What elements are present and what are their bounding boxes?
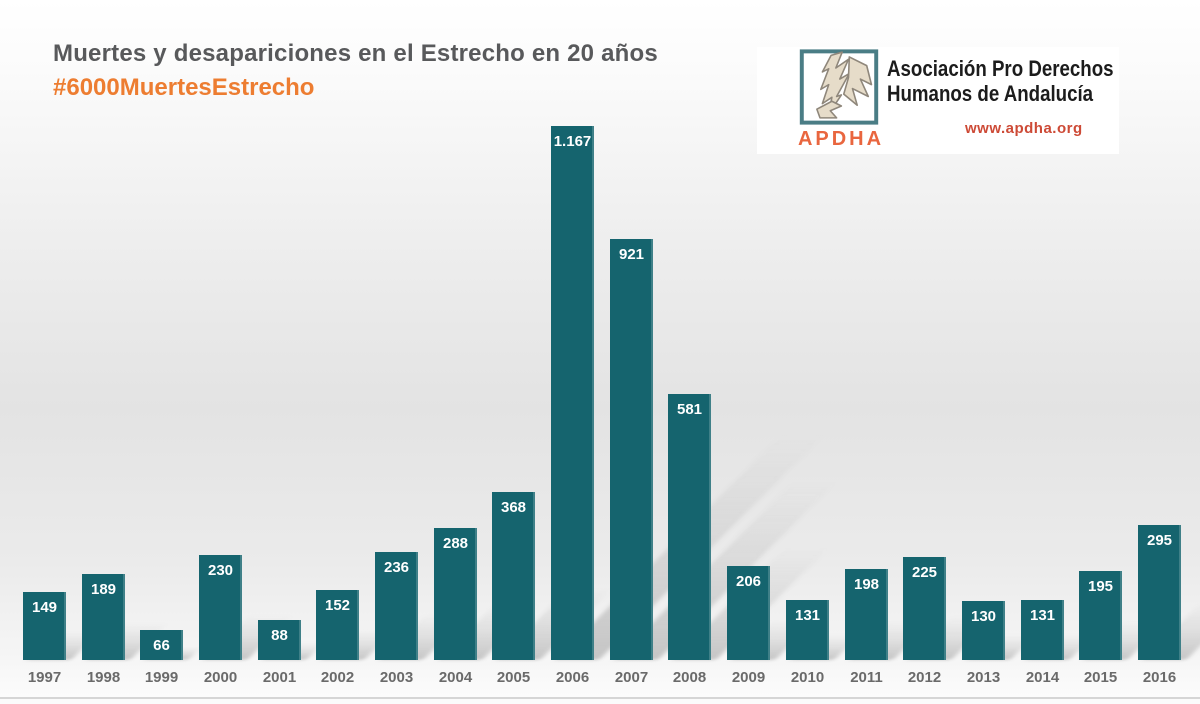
bar-value-label: 921 <box>618 246 645 263</box>
bar-1997: 149 <box>23 592 66 660</box>
x-axis-label: 2004 <box>438 669 473 686</box>
apdha-website: www.apdha.org <box>965 120 1083 137</box>
apdha-hand-logo-icon <box>799 49 879 125</box>
chart-hashtag: #6000MuertesEstrecho <box>53 74 315 101</box>
apdha-logo-left: APDHA <box>757 47 887 154</box>
x-axis-label: 1999 <box>144 669 179 686</box>
apdha-acronym: APDHA <box>797 128 885 150</box>
x-axis-label: 2013 <box>966 669 1001 686</box>
bar-1998: 189 <box>82 574 125 660</box>
bar-value-label: 131 <box>1029 607 1056 624</box>
bar-value-label: 131 <box>794 607 821 624</box>
x-axis-label: 2006 <box>555 669 590 686</box>
bar-2015: 195 <box>1079 571 1122 660</box>
x-axis-label: 2007 <box>614 669 649 686</box>
bar-value-label: 189 <box>90 581 117 598</box>
bar-value-label: 198 <box>853 576 880 593</box>
x-axis-label: 2009 <box>731 669 766 686</box>
bar-value-label: 88 <box>271 627 288 644</box>
bar-2008: 581 <box>668 394 711 660</box>
bar-value-label: 1.167 <box>553 133 592 150</box>
bar-1999: 66 <box>140 630 183 660</box>
x-axis-label: 1997 <box>27 669 62 686</box>
apdha-logo-text: Asociación Pro Derechos Humanos de Andal… <box>887 47 1119 154</box>
x-axis-label: 2015 <box>1083 669 1118 686</box>
org-name-line1: Asociación Pro Derechos <box>887 56 1114 81</box>
bar-2010: 131 <box>786 600 829 660</box>
bar-2004: 288 <box>434 528 477 660</box>
bar-2003: 236 <box>375 552 418 660</box>
bar-value-label: 206 <box>735 573 762 590</box>
org-name: Asociación Pro Derechos Humanos de Andal… <box>887 56 1114 106</box>
bar-value-label: 195 <box>1087 578 1114 595</box>
x-axis-label: 2011 <box>850 669 883 686</box>
bar-value-label: 130 <box>970 608 997 625</box>
bar-2009: 206 <box>727 566 770 660</box>
bar-2014: 131 <box>1021 600 1064 660</box>
bar-value-label: 149 <box>31 599 58 616</box>
bar-2000: 230 <box>199 555 242 660</box>
bottom-strip <box>0 699 1200 704</box>
x-axis-label: 2010 <box>790 669 825 686</box>
bar-value-label: 368 <box>500 499 527 516</box>
x-axis-label: 2012 <box>907 669 942 686</box>
bar-value-label: 581 <box>676 401 703 418</box>
bar-value-label: 225 <box>911 564 938 581</box>
bar-2006: 1.167 <box>551 126 594 660</box>
x-axis-label: 2002 <box>320 669 355 686</box>
bar-value-label: 66 <box>153 637 170 654</box>
bar-value-label: 152 <box>324 597 351 614</box>
x-axis-label: 2016 <box>1142 669 1177 686</box>
bar-2016: 295 <box>1138 525 1181 660</box>
apdha-logo-panel: APDHA Asociación Pro Derechos Humanos de… <box>757 47 1119 154</box>
bottom-divider-line <box>0 697 1200 699</box>
x-axis-label: 2000 <box>203 669 238 686</box>
chart-title: Muertes y desapariciones en el Estrecho … <box>53 40 658 67</box>
x-axis-label: 1998 <box>86 669 121 686</box>
bar-value-label: 295 <box>1146 532 1173 549</box>
x-axis-label: 2005 <box>496 669 531 686</box>
bar-2002: 152 <box>316 590 359 660</box>
org-name-line2: Humanos de Andalucía <box>887 81 1094 106</box>
bar-2007: 921 <box>610 239 653 660</box>
x-axis-label: 2001 <box>262 669 297 686</box>
x-axis-label: 2003 <box>379 669 414 686</box>
bar-value-label: 288 <box>442 535 469 552</box>
bar-2001: 88 <box>258 620 301 660</box>
x-axis-label: 2014 <box>1025 669 1060 686</box>
bar-2005: 368 <box>492 492 535 660</box>
bar-2012: 225 <box>903 557 946 660</box>
x-axis-label: 2008 <box>672 669 707 686</box>
bar-value-label: 236 <box>383 559 410 576</box>
bar-2011: 198 <box>845 569 888 660</box>
bar-2013: 130 <box>962 601 1005 660</box>
bar-value-label: 230 <box>207 562 234 579</box>
